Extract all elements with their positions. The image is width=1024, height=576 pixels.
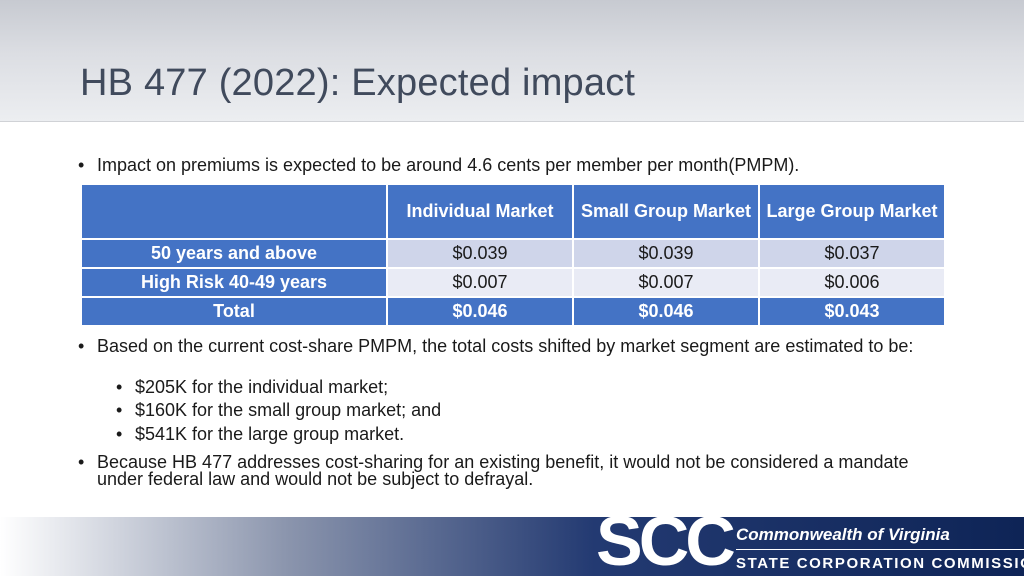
footer-band bbox=[0, 517, 1024, 576]
table-cell: $0.046 bbox=[386, 296, 574, 327]
bullet-mandate: • Because HB 477 addresses cost-sharing … bbox=[78, 452, 938, 489]
slide-title: HB 477 (2022): Expected impact bbox=[80, 62, 636, 104]
table-row: High Risk 40-49 years $0.007 $0.007 $0.0… bbox=[80, 267, 946, 298]
bullet-dot-icon: • bbox=[116, 377, 123, 397]
sub-bullet: • $160K for the small group market; and bbox=[116, 400, 441, 420]
bullet-cost-share: • Based on the current cost-share PMPM, … bbox=[78, 336, 938, 356]
logo-divider bbox=[736, 549, 1024, 550]
bullet-intro: • Impact on premiums is expected to be a… bbox=[78, 155, 799, 175]
sub-bullet-text: $205K for the individual market; bbox=[135, 377, 389, 397]
title-band: HB 477 (2022): Expected impact bbox=[0, 0, 1024, 122]
table-cell: $0.006 bbox=[758, 267, 946, 298]
bullet-dot-icon: • bbox=[78, 155, 85, 175]
bullet-cost-share-text: Based on the current cost-share PMPM, th… bbox=[97, 336, 914, 356]
bullet-dot-icon: • bbox=[116, 424, 123, 444]
bullet-dot-icon: • bbox=[116, 400, 123, 420]
bullet-intro-text: Impact on premiums is expected to be aro… bbox=[97, 155, 800, 175]
sub-bullet: • $541K for the large group market. bbox=[116, 424, 404, 444]
row-label: Total bbox=[80, 296, 388, 327]
table-cell: $0.043 bbox=[758, 296, 946, 327]
header-cell-small-group: Small Group Market bbox=[572, 183, 760, 240]
org-name-line2: STATE CORPORATION COMMISSION bbox=[736, 555, 1024, 572]
table-cell: $0.007 bbox=[386, 267, 574, 298]
table-cell: $0.039 bbox=[572, 238, 760, 269]
table-cell: $0.039 bbox=[386, 238, 574, 269]
impact-table: Individual Market Small Group Market Lar… bbox=[80, 183, 946, 327]
org-name-line1: Commonwealth of Virginia bbox=[736, 525, 950, 544]
table-row: 50 years and above $0.039 $0.039 $0.037 bbox=[80, 238, 946, 269]
sub-bullet-text: $160K for the small group market; and bbox=[135, 400, 442, 420]
scc-logo: SCC bbox=[596, 502, 736, 576]
bullet-mandate-text: Because HB 477 addresses cost-sharing fo… bbox=[97, 452, 909, 489]
header-cell-large-group: Large Group Market bbox=[758, 183, 946, 240]
sub-bullet-text: $541K for the large group market. bbox=[135, 424, 405, 444]
table-total-row: Total $0.046 $0.046 $0.043 bbox=[80, 296, 946, 327]
row-label: High Risk 40-49 years bbox=[80, 267, 388, 298]
table-cell: $0.046 bbox=[572, 296, 760, 327]
bullet-dot-icon: • bbox=[78, 336, 85, 356]
table-cell: $0.007 bbox=[572, 267, 760, 298]
header-cell-blank bbox=[80, 183, 388, 240]
header-cell-individual: Individual Market bbox=[386, 183, 574, 240]
table-cell: $0.037 bbox=[758, 238, 946, 269]
table-header-row: Individual Market Small Group Market Lar… bbox=[80, 183, 946, 240]
row-label: 50 years and above bbox=[80, 238, 388, 269]
sub-bullet: • $205K for the individual market; bbox=[116, 377, 388, 397]
bullet-dot-icon: • bbox=[78, 452, 85, 472]
